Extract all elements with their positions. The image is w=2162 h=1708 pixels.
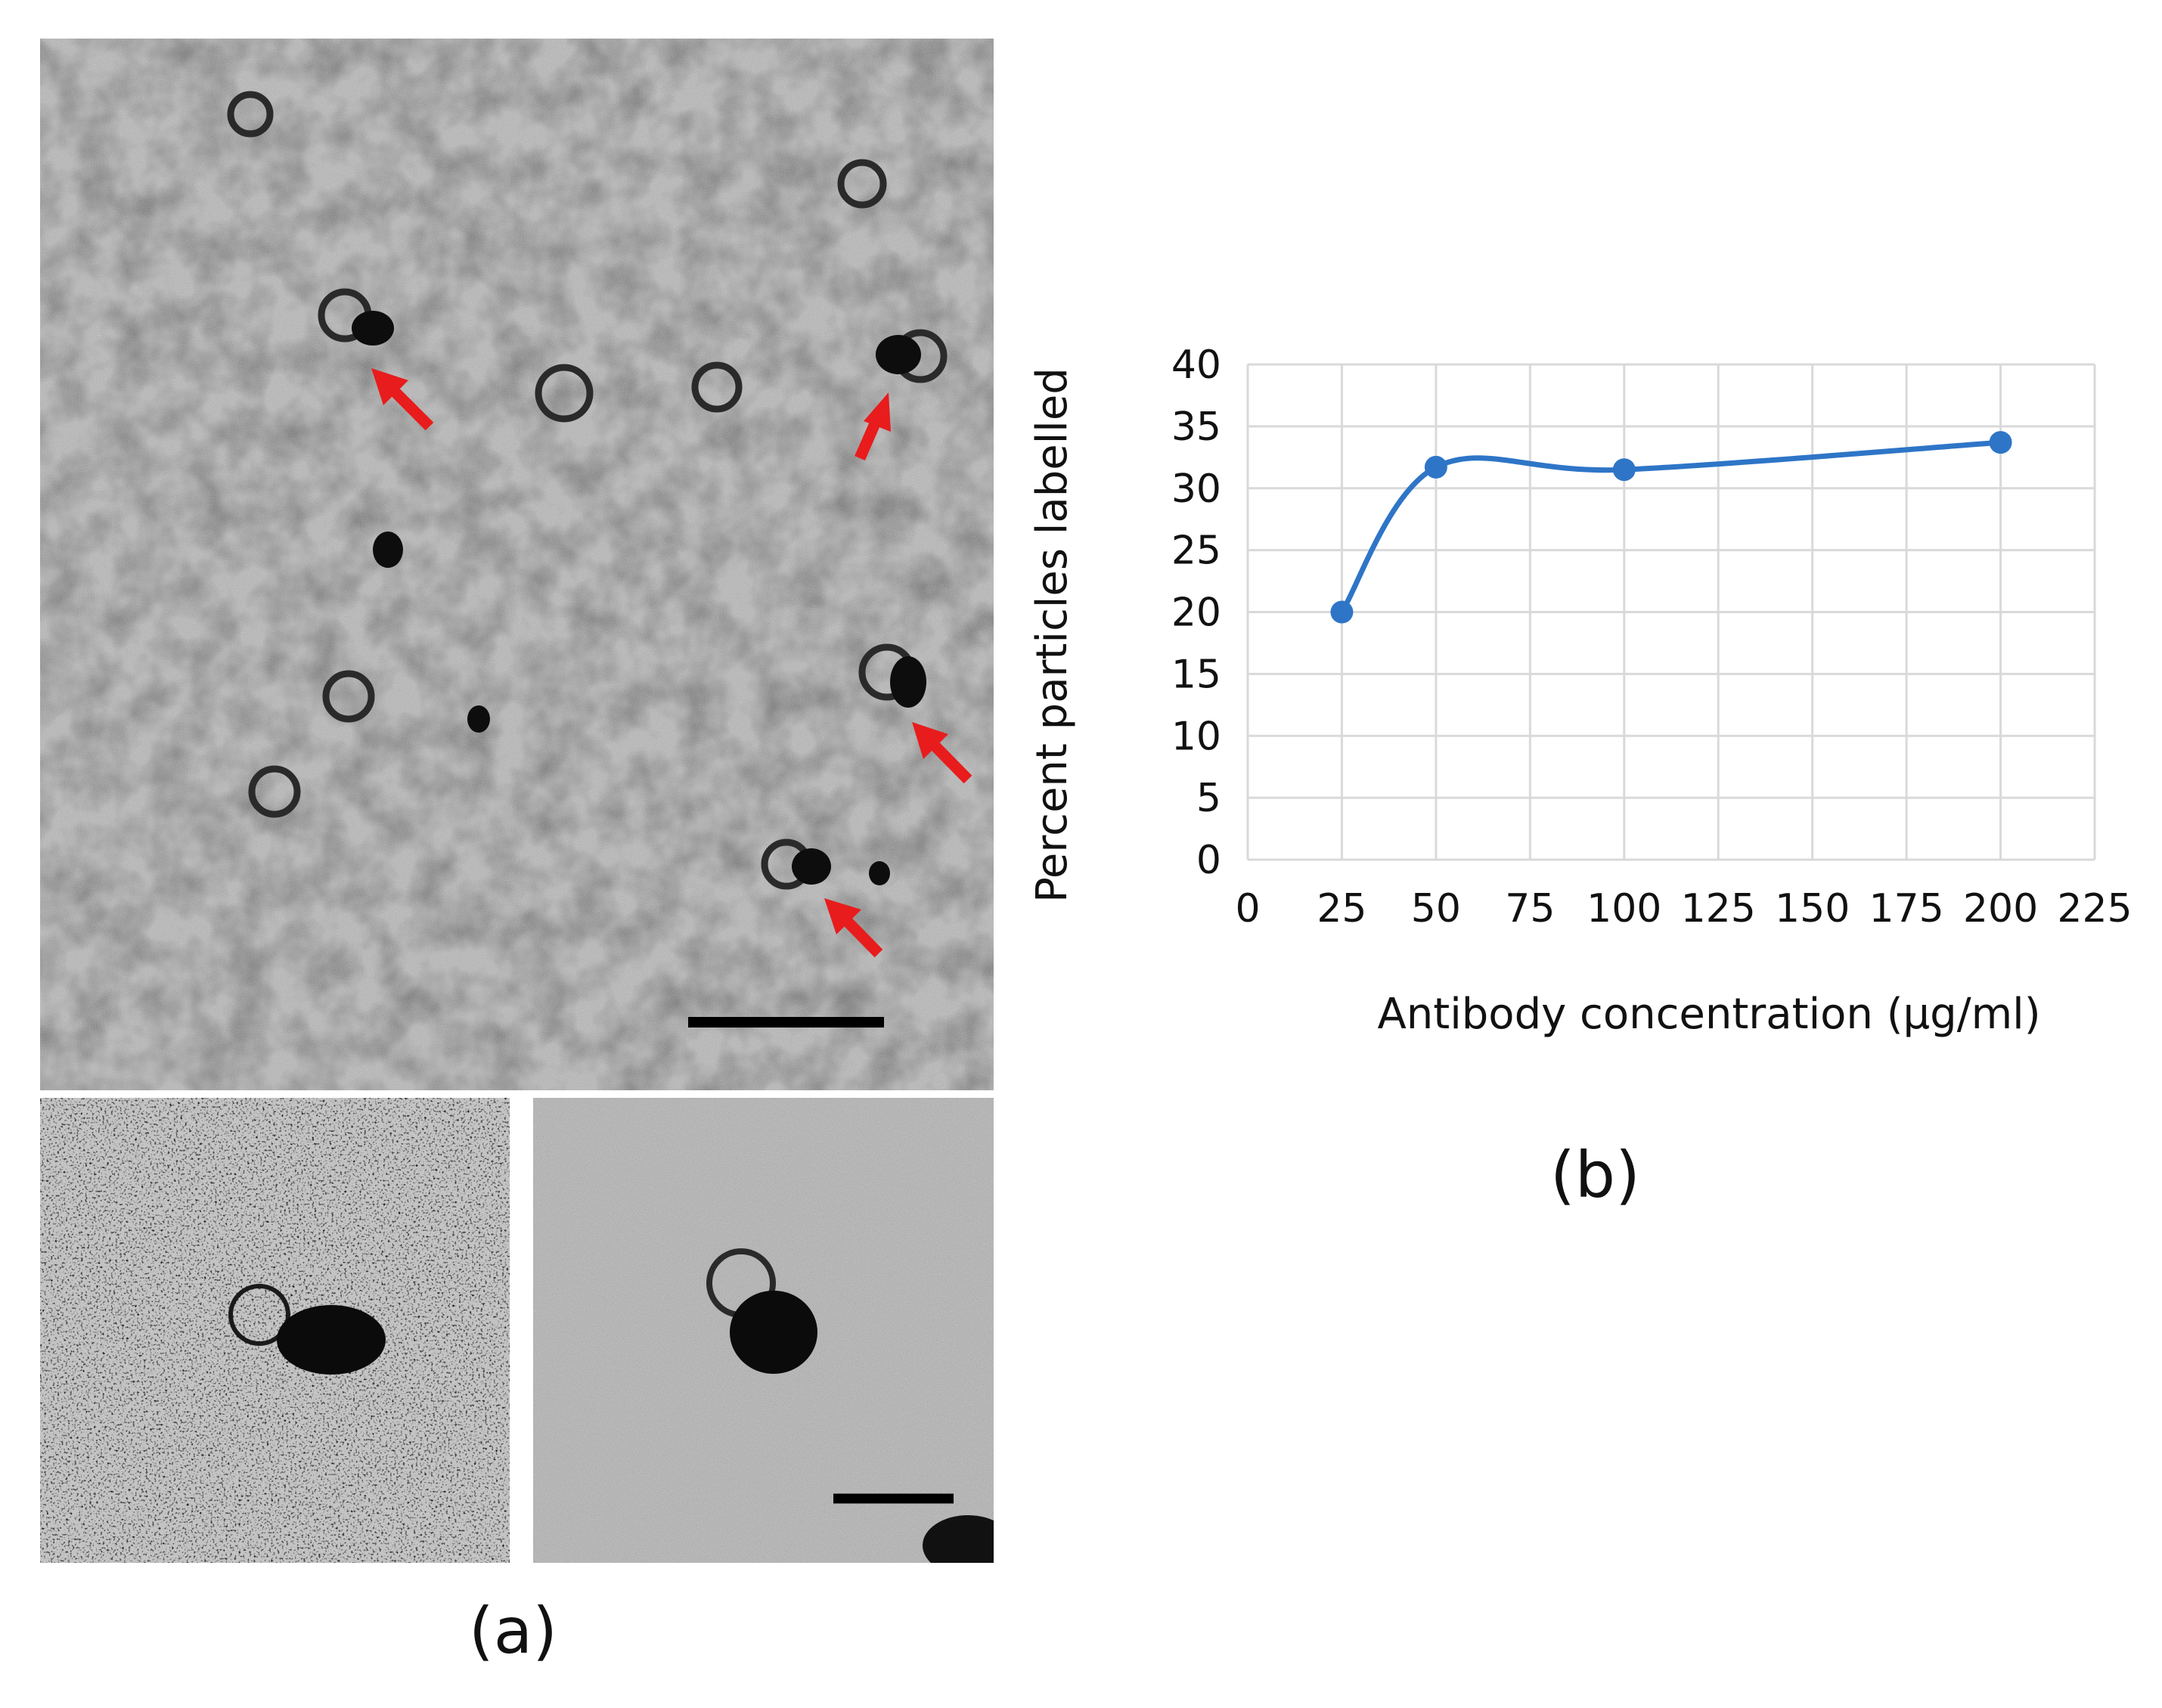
y-tick-label: 0 <box>1196 838 1221 883</box>
panel-b-label: (b) <box>1550 1138 1640 1212</box>
micrograph-main <box>40 39 994 1090</box>
y-tick-label: 10 <box>1171 714 1221 759</box>
data-point <box>1989 431 2012 454</box>
y-tick-label: 25 <box>1171 529 1221 574</box>
x-tick-label: 225 <box>2057 886 2132 931</box>
x-tick-label: 100 <box>1587 886 1661 931</box>
y-tick-label: 30 <box>1171 467 1221 512</box>
data-point <box>1424 455 1447 479</box>
y-tick-label: 40 <box>1171 343 1221 388</box>
x-tick-label: 175 <box>1869 886 1943 931</box>
x-tick-label: 125 <box>1681 886 1756 931</box>
x-tick-label: 200 <box>1963 886 2038 931</box>
data-point <box>1330 600 1354 624</box>
gold-labels <box>352 311 926 885</box>
x-tick-label: 50 <box>1411 886 1461 931</box>
chart-series <box>1330 431 2012 624</box>
micrograph-inset-left <box>40 1098 510 1563</box>
micrograph-inset-right <box>533 1098 994 1563</box>
x-tick-label: 25 <box>1317 886 1366 931</box>
x-tick-label: 150 <box>1775 886 1850 931</box>
chart-ticks: 0 25 50 75 100 125 150 175 200 225 0 5 10 15 20 25 30 35 4… <box>1171 343 2133 931</box>
line-chart: 0 25 50 75 100 125 150 175 200 225 0 5 10 15 20 25 30 35 4… <box>1028 343 2133 1039</box>
particles <box>227 91 948 890</box>
y-tick-label: 20 <box>1171 591 1221 636</box>
y-axis-label: Percent particles labelled <box>1028 367 1077 903</box>
x-tick-label: 75 <box>1505 886 1555 931</box>
gold-label <box>730 1291 817 1374</box>
y-tick-label: 5 <box>1196 776 1221 821</box>
y-tick-label: 35 <box>1171 405 1221 450</box>
y-tick-label: 15 <box>1171 652 1221 697</box>
gold-label <box>277 1305 386 1375</box>
panel-a-label: (a) <box>469 1594 558 1668</box>
red-arrows <box>371 368 972 958</box>
data-point <box>1612 458 1636 482</box>
chart-grid <box>1246 363 2096 861</box>
x-tick-label: 0 <box>1235 886 1260 931</box>
series-line <box>1339 439 2001 614</box>
x-axis-label: Antibody concentration (μg/ml) <box>1377 990 2040 1039</box>
